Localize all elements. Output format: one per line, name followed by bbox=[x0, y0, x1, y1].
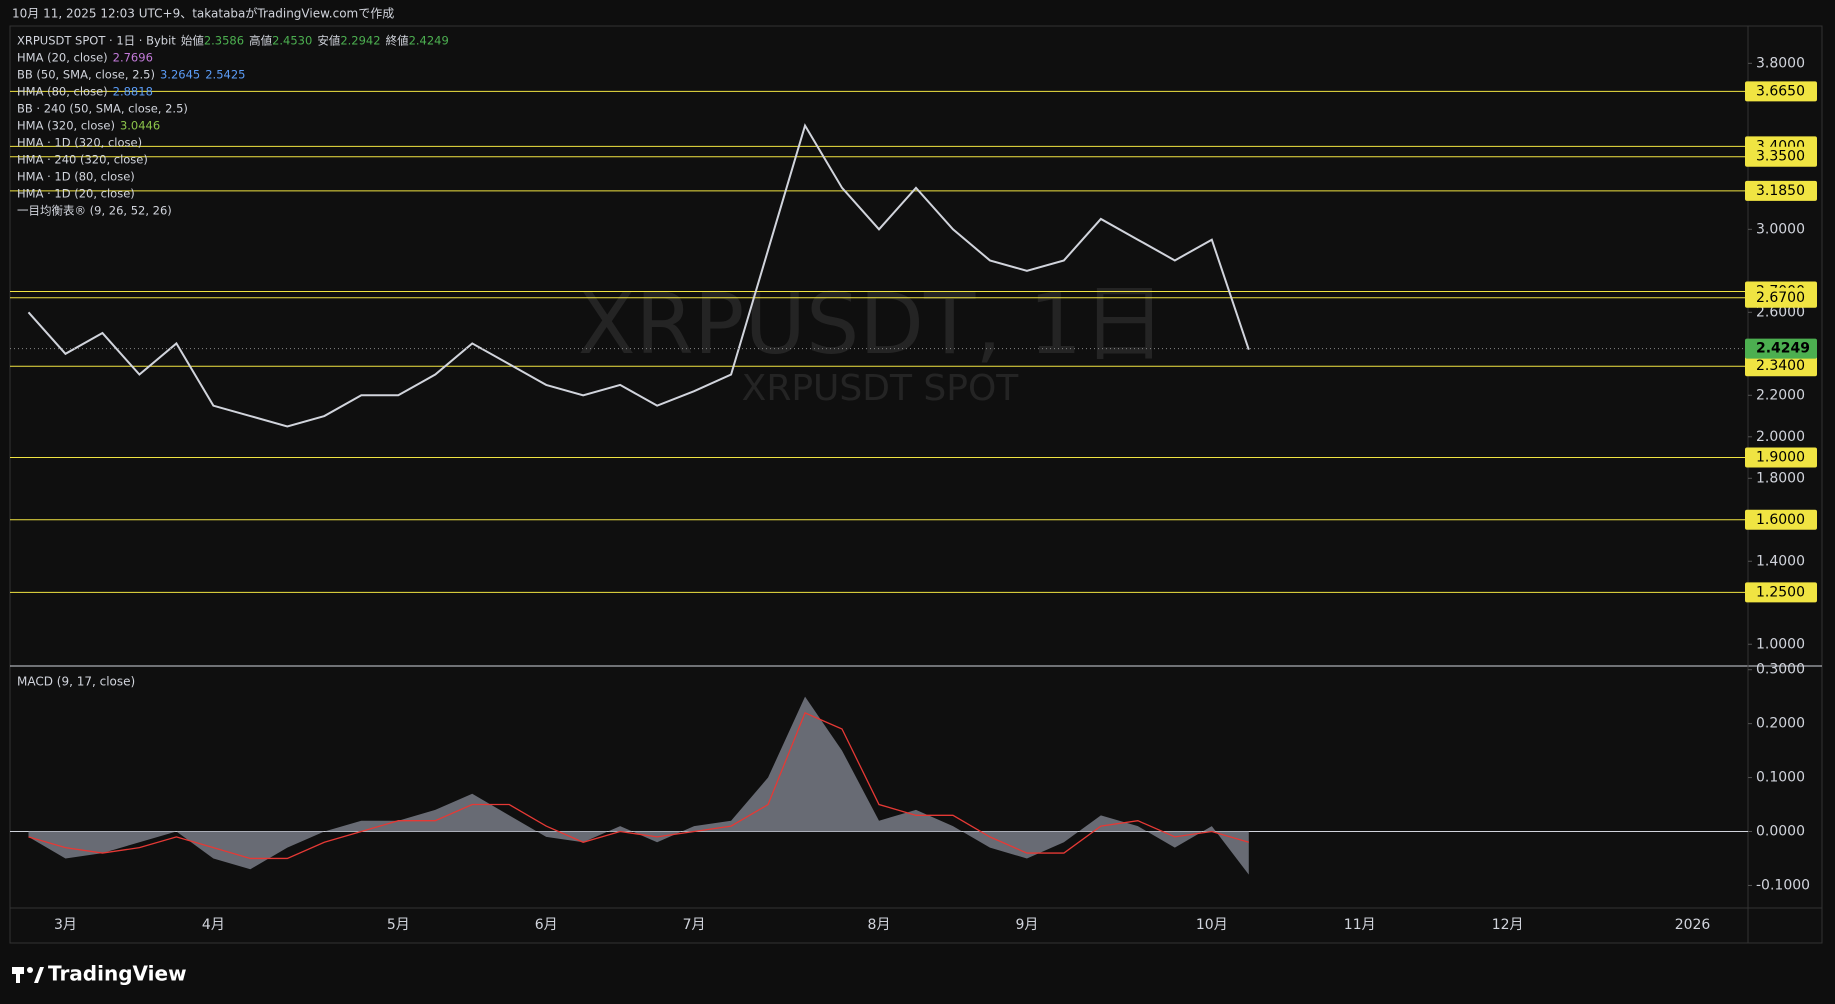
x-tick-label: 10月 bbox=[1196, 917, 1228, 933]
indicator-value: 2.7696 bbox=[113, 51, 153, 65]
ohlc-label: 始値 bbox=[181, 34, 204, 48]
ohlc-value: 2.3586 bbox=[204, 34, 244, 48]
logo-icon bbox=[34, 967, 44, 983]
indicator-label: HMA · 240 (320, close) bbox=[17, 153, 148, 167]
level-tag bbox=[1745, 287, 1817, 308]
level-tag bbox=[1745, 81, 1817, 102]
x-tick-label: 3月 bbox=[54, 917, 77, 933]
y-tick-label: -0.1000 bbox=[1756, 877, 1810, 893]
y-tick-label: 0.0000 bbox=[1756, 823, 1805, 839]
logo-text: TradingView bbox=[48, 962, 187, 986]
y-tick-label: 0.3000 bbox=[1756, 662, 1805, 678]
indicator-label: HMA (20, close) bbox=[17, 51, 108, 65]
indicator-label: BB · 240 (50, SMA, close, 2.5) bbox=[17, 102, 188, 116]
indicator-label: HMA (80, close) bbox=[17, 85, 108, 99]
ohlc-label: 高値 bbox=[249, 34, 272, 48]
level-tag bbox=[1745, 356, 1817, 377]
x-tick-label: 11月 bbox=[1344, 917, 1376, 933]
ohlc-label: 安値 bbox=[317, 34, 340, 48]
indicator-value: 2.5425 bbox=[205, 68, 245, 82]
x-tick-label: 7月 bbox=[683, 917, 706, 933]
indicator-label: HMA · 1D (20, close) bbox=[17, 187, 135, 201]
y-tick-label: 3.0000 bbox=[1756, 221, 1805, 237]
macd-area bbox=[28, 696, 1249, 875]
logo-icon bbox=[27, 967, 33, 973]
x-tick-label: 2026 bbox=[1675, 917, 1711, 933]
indicator-label: HMA · 1D (80, close) bbox=[17, 170, 135, 184]
level-label: 1.6000 bbox=[1756, 512, 1805, 528]
signal-line bbox=[28, 711, 1249, 860]
indicator-value: 3.2645 bbox=[160, 68, 200, 82]
level-label: 3.1850 bbox=[1756, 183, 1805, 199]
level-label: 2.3400 bbox=[1756, 358, 1805, 374]
level-tag bbox=[1745, 509, 1817, 530]
level-label: 3.3500 bbox=[1756, 149, 1805, 165]
level-label: 1.9000 bbox=[1756, 450, 1805, 466]
level-label: 3.6650 bbox=[1756, 83, 1805, 99]
ohlc-value: 2.4249 bbox=[409, 34, 449, 48]
y-tick-label: 1.8000 bbox=[1756, 470, 1805, 486]
x-tick-label: 12月 bbox=[1492, 917, 1524, 933]
legend-symbol: XRPUSDT SPOT · 1日 · Bybit bbox=[17, 34, 176, 48]
y-tick-label: 2.0000 bbox=[1756, 429, 1805, 445]
indicator-label: 一目均衡表® (9, 26, 52, 26) bbox=[17, 204, 172, 218]
watermark-sub: XRPUSDT SPOT bbox=[742, 368, 1020, 409]
level-tag bbox=[1745, 447, 1817, 468]
y-tick-label: 1.0000 bbox=[1756, 636, 1805, 652]
y-tick-label: 2.6000 bbox=[1756, 304, 1805, 320]
watermark: XRPUSDT, 1日 bbox=[578, 275, 1166, 373]
price-line bbox=[27, 123, 1250, 428]
y-tick-label: 0.2000 bbox=[1756, 716, 1805, 732]
indicator-value: 2.8818 bbox=[113, 85, 153, 99]
ohlc-label: 終値 bbox=[386, 34, 409, 48]
x-tick-label: 4月 bbox=[202, 917, 225, 933]
last-price-label: 2.4249 bbox=[1756, 341, 1810, 357]
level-tag bbox=[1745, 180, 1817, 201]
ohlc-value: 2.4530 bbox=[272, 34, 312, 48]
chart-frame bbox=[9, 25, 1823, 944]
level-label: 1.2500 bbox=[1756, 584, 1805, 600]
x-tick-label: 9月 bbox=[1015, 917, 1038, 933]
indicator-value: 3.0446 bbox=[120, 119, 160, 133]
x-tick-label: 8月 bbox=[868, 917, 891, 933]
x-tick-label: 5月 bbox=[387, 917, 410, 933]
indicator-label: BB (50, SMA, close, 2.5) bbox=[17, 68, 155, 82]
logo-icon bbox=[16, 967, 20, 983]
level-tag bbox=[1745, 146, 1817, 167]
caption: 10月 11, 2025 12:03 UTC+9、takatabaがTradin… bbox=[12, 6, 394, 21]
level-tag bbox=[1745, 582, 1817, 603]
pane-title: MACD (9, 17, close) bbox=[17, 675, 135, 689]
logo: TradingView bbox=[12, 962, 187, 986]
y-tick-label: 2.2000 bbox=[1756, 387, 1805, 403]
y-tick-label: 3.8000 bbox=[1756, 55, 1805, 71]
level-label: 2.6700 bbox=[1756, 290, 1805, 306]
x-tick-label: 6月 bbox=[535, 917, 558, 933]
last-price-tag bbox=[1745, 338, 1817, 359]
y-tick-label: 1.4000 bbox=[1756, 553, 1805, 569]
indicator-label: HMA (320, close) bbox=[17, 119, 115, 133]
ohlc-value: 2.2942 bbox=[340, 34, 380, 48]
indicator-label: HMA · 1D (320, close) bbox=[17, 136, 142, 150]
y-tick-label: 0.1000 bbox=[1756, 770, 1805, 786]
